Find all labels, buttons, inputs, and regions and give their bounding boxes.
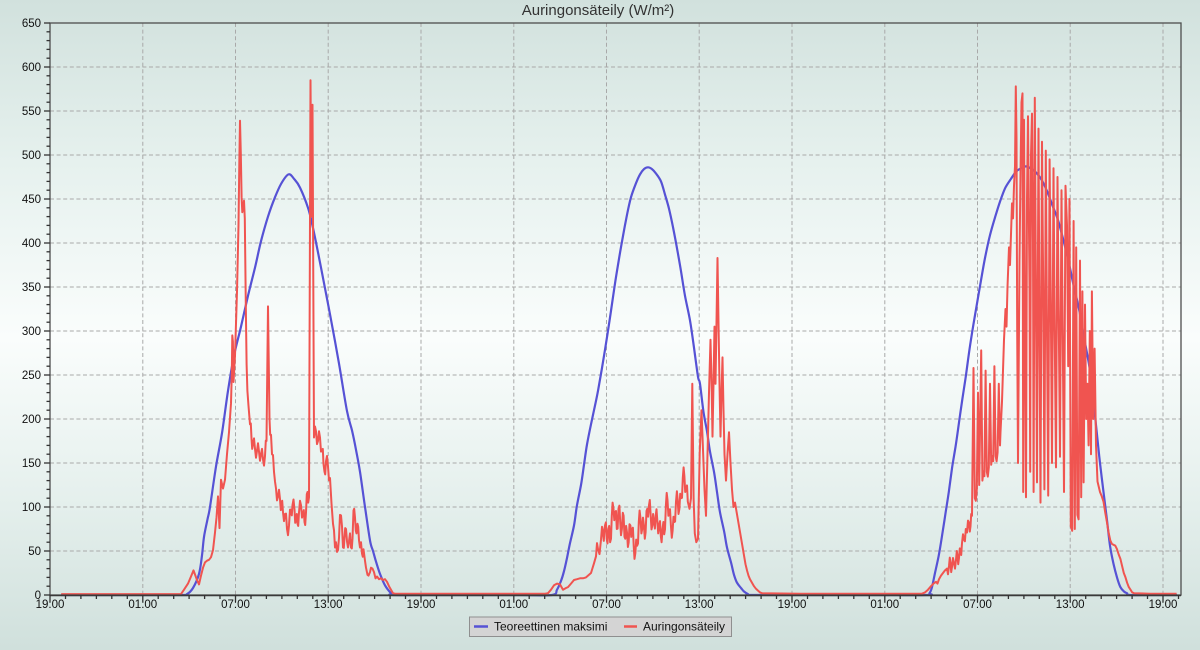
svg-text:13:00: 13:00 xyxy=(685,599,714,611)
svg-text:350: 350 xyxy=(22,282,41,294)
svg-text:400: 400 xyxy=(22,238,41,250)
svg-text:19:00: 19:00 xyxy=(407,599,436,611)
svg-text:150: 150 xyxy=(22,458,41,470)
svg-text:200: 200 xyxy=(22,414,41,426)
svg-text:250: 250 xyxy=(22,370,41,382)
svg-text:450: 450 xyxy=(22,194,41,206)
svg-text:650: 650 xyxy=(22,18,41,30)
svg-text:Auringonsäteily (W/m²): Auringonsäteily (W/m²) xyxy=(522,2,675,19)
svg-text:300: 300 xyxy=(22,326,41,338)
svg-text:07:00: 07:00 xyxy=(963,599,992,611)
svg-text:500: 500 xyxy=(22,150,41,162)
svg-text:07:00: 07:00 xyxy=(592,599,621,611)
svg-text:Teoreettinen maksimi: Teoreettinen maksimi xyxy=(494,620,607,634)
svg-text:Auringonsäteily: Auringonsäteily xyxy=(643,620,725,634)
svg-text:01:00: 01:00 xyxy=(128,599,157,611)
svg-text:19:00: 19:00 xyxy=(36,599,65,611)
svg-text:13:00: 13:00 xyxy=(314,599,343,611)
svg-text:100: 100 xyxy=(22,502,41,514)
svg-text:01:00: 01:00 xyxy=(870,599,899,611)
svg-text:19:00: 19:00 xyxy=(1149,599,1178,611)
svg-text:50: 50 xyxy=(28,546,41,558)
svg-text:600: 600 xyxy=(22,62,41,74)
svg-text:01:00: 01:00 xyxy=(499,599,528,611)
svg-text:0: 0 xyxy=(35,590,41,602)
svg-text:13:00: 13:00 xyxy=(1056,599,1085,611)
svg-text:07:00: 07:00 xyxy=(221,599,250,611)
svg-text:550: 550 xyxy=(22,106,41,118)
svg-text:19:00: 19:00 xyxy=(778,599,807,611)
